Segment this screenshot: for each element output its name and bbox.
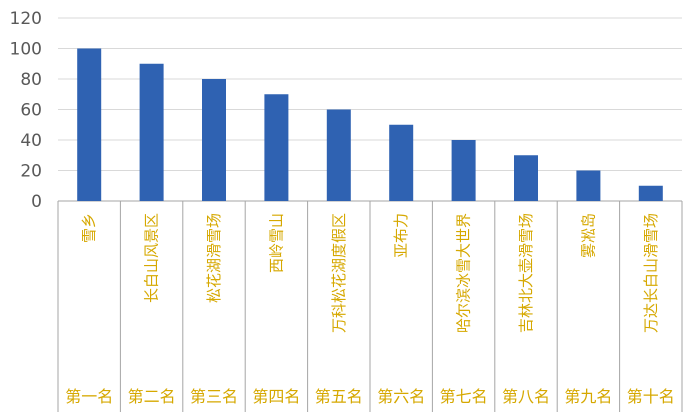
rank-label: 第三名 [190,387,238,406]
y-tick-label: 0 [31,192,42,212]
y-tick-label: 40 [20,131,42,151]
category-label: 长白山风景区 [143,213,161,303]
y-tick-label: 80 [20,70,42,90]
y-tick-label: 60 [20,101,42,121]
rank-label: 第七名 [440,387,488,406]
category-label: 雾凇岛 [579,213,597,258]
rank-label: 第二名 [128,387,176,406]
category-label: 雪乡 [80,213,98,243]
category-label: 万达长白山滑雪场 [642,213,660,333]
bar [77,48,102,201]
y-tick-label: 100 [10,40,42,60]
rank-label: 第九名 [564,387,612,406]
bar [451,140,476,201]
category-label: 吉林北大壶滑雪场 [517,213,535,333]
y-tick-label: 120 [10,9,42,29]
rank-label: 第四名 [252,387,300,406]
bar [202,79,226,201]
rank-label: 第一名 [65,387,113,406]
rank-label: 第六名 [377,387,425,406]
bar [514,155,538,201]
bars [77,48,663,201]
category-label: 西岭雪山 [267,213,285,273]
y-tick-label: 20 [20,162,42,182]
bar [389,124,414,201]
rank-label: 第八名 [502,387,550,406]
category-label: 松花湖滑雪场 [205,213,223,303]
bar [326,109,351,201]
bar [576,170,601,201]
rank-label: 第五名 [315,387,363,406]
category-label: 亚布力 [392,213,410,258]
bar [139,63,164,201]
bar [638,185,663,201]
category-label: 万科松花湖度假区 [330,213,348,333]
rank-label: 第十名 [627,387,675,406]
bar [264,94,289,201]
category-label: 哈尔滨冰雪大世界 [455,213,473,333]
